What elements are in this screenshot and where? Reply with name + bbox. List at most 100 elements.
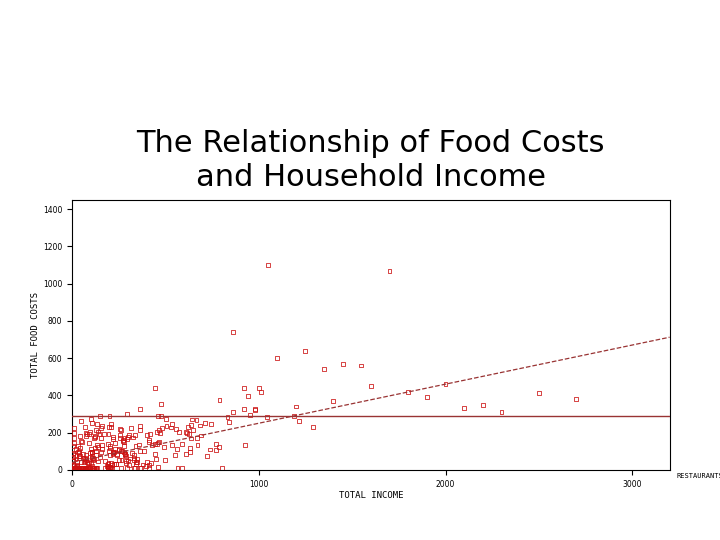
Point xyxy=(166,420,177,429)
Point xyxy=(72,448,84,456)
Point xyxy=(76,464,88,472)
Point xyxy=(91,464,103,472)
Point xyxy=(255,388,266,396)
Point xyxy=(194,421,206,430)
Point xyxy=(71,464,83,472)
Point xyxy=(107,449,118,458)
Point xyxy=(328,396,339,405)
Point xyxy=(204,445,215,454)
Point xyxy=(107,449,119,457)
Point xyxy=(105,464,117,472)
Point xyxy=(144,430,156,438)
Point xyxy=(119,449,130,458)
Point xyxy=(68,462,80,470)
Point xyxy=(143,461,155,469)
Point xyxy=(73,447,85,455)
Point xyxy=(127,448,138,457)
Point xyxy=(78,458,89,467)
Point xyxy=(110,460,122,469)
Point xyxy=(240,441,251,450)
Point xyxy=(213,443,225,451)
Point xyxy=(112,450,123,458)
Point xyxy=(191,416,202,424)
Point xyxy=(202,452,213,461)
Point xyxy=(121,435,132,444)
Point xyxy=(68,464,80,472)
Point xyxy=(151,440,163,449)
Point xyxy=(68,464,79,472)
Point xyxy=(96,448,107,456)
Point xyxy=(128,464,140,472)
Point xyxy=(128,451,140,460)
Point xyxy=(104,412,115,421)
Point xyxy=(290,402,302,411)
Point xyxy=(71,464,82,472)
Point xyxy=(94,411,106,420)
Point xyxy=(261,413,272,421)
Point xyxy=(131,457,143,466)
Point xyxy=(180,427,192,436)
Point xyxy=(104,444,116,453)
Point xyxy=(71,464,83,472)
Point xyxy=(91,441,102,450)
Point xyxy=(157,423,168,432)
Point xyxy=(149,450,161,458)
Point xyxy=(84,464,95,472)
Point xyxy=(120,451,132,460)
Point xyxy=(125,424,137,433)
Point xyxy=(76,463,88,472)
Point xyxy=(88,464,99,472)
Point xyxy=(166,441,178,449)
Point xyxy=(71,457,83,466)
Point xyxy=(76,463,88,472)
Point xyxy=(91,420,102,429)
Point xyxy=(106,420,117,428)
Point xyxy=(216,464,228,472)
Point xyxy=(105,423,117,432)
Point xyxy=(108,460,120,468)
Point xyxy=(102,462,114,471)
Point xyxy=(114,434,125,443)
Point xyxy=(170,424,181,433)
Point xyxy=(86,462,98,470)
Point xyxy=(205,419,217,428)
Point xyxy=(80,456,91,464)
Point xyxy=(69,450,81,459)
Point xyxy=(113,444,125,453)
Point xyxy=(71,461,82,469)
Point xyxy=(89,444,101,453)
Point xyxy=(244,411,256,420)
Point xyxy=(134,422,145,431)
Point xyxy=(120,450,131,458)
Point xyxy=(74,464,86,472)
Point xyxy=(74,432,86,441)
Point xyxy=(243,392,254,400)
Point xyxy=(140,461,151,470)
Point xyxy=(249,404,261,413)
Point xyxy=(110,460,122,468)
Point xyxy=(71,444,82,453)
Point xyxy=(69,464,81,472)
Point xyxy=(161,422,172,431)
Point xyxy=(68,464,80,472)
Point xyxy=(85,445,96,454)
Point xyxy=(81,432,92,441)
Point xyxy=(104,447,115,455)
Point xyxy=(117,436,129,444)
Point xyxy=(222,413,233,422)
Point xyxy=(94,453,105,461)
Point xyxy=(75,464,86,472)
Point xyxy=(161,415,172,423)
Point xyxy=(143,437,155,446)
Point xyxy=(153,463,164,471)
Point xyxy=(118,441,130,450)
Point xyxy=(68,429,80,437)
Point xyxy=(155,411,166,420)
Point xyxy=(318,365,330,374)
Point xyxy=(85,459,96,468)
Point xyxy=(120,456,132,465)
Point xyxy=(83,463,94,471)
Point xyxy=(84,448,96,457)
Point xyxy=(68,423,80,432)
Title: The Relationship of Food Costs
and Household Income: The Relationship of Food Costs and House… xyxy=(137,129,605,192)
